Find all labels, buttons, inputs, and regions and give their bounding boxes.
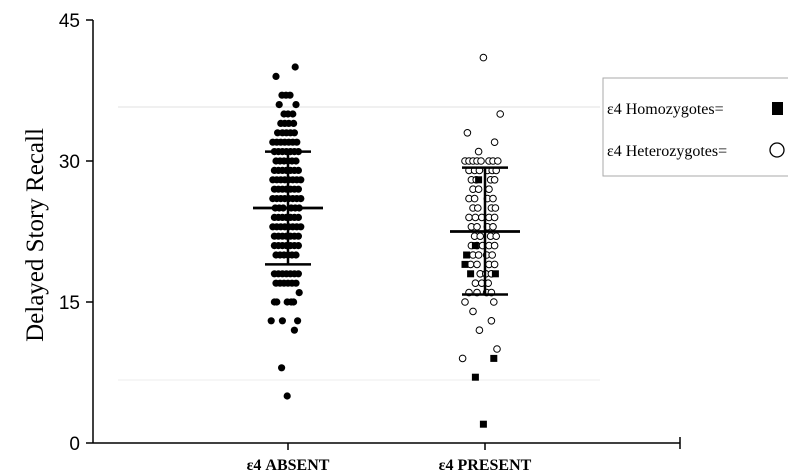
legend: ε4 Homozygotes= ε4 Heterozygotes= (602, 77, 788, 177)
data-point-absent (275, 101, 283, 109)
legend-box (602, 77, 788, 177)
data-point-homozygote (463, 251, 471, 259)
data-point-absent (278, 364, 286, 372)
data-point-heterozygote (490, 213, 499, 222)
data-point-heterozygote (488, 251, 497, 259)
data-point-absent (289, 110, 297, 118)
data-points (267, 53, 505, 428)
data-point-homozygote (475, 176, 483, 184)
data-point-heterozygote (471, 213, 480, 222)
data-point-heterozygote (470, 194, 479, 203)
data-point-heterozygote (474, 185, 483, 193)
data-point-absent (294, 270, 302, 278)
data-point-heterozygote (487, 317, 496, 325)
data-point-heterozygote (490, 260, 499, 269)
data-point-absent (292, 279, 300, 287)
data-point-heterozygote (491, 204, 500, 212)
data-point-absent (297, 195, 305, 203)
x-category-label: ε4 ABSENT (247, 457, 330, 474)
data-point-absent (290, 119, 298, 127)
data-point-absent (272, 72, 280, 80)
data-point-absent (290, 129, 298, 137)
data-point-absent (286, 91, 294, 99)
data-point-absent (294, 317, 302, 325)
data-point-absent (294, 185, 302, 193)
data-point-heterozygote (492, 232, 501, 240)
y-tick-label: 15 (59, 293, 80, 314)
data-point-heterozygote (485, 185, 493, 193)
data-point-absent (283, 392, 291, 400)
data-point-absent (278, 317, 286, 325)
data-point-absent (273, 298, 281, 306)
data-point-absent (292, 101, 300, 109)
data-point-homozygote (490, 354, 498, 362)
faint-background-lines (118, 106, 600, 381)
data-point-heterozygote (474, 147, 483, 156)
data-point-heterozygote (474, 251, 483, 259)
legend-marker-open-circle (769, 142, 785, 158)
y-tick-label: 45 (59, 11, 80, 32)
data-point-absent (294, 166, 302, 174)
y-axis-title: Delayed Story Recall (22, 128, 49, 342)
data-point-heterozygote (489, 194, 497, 203)
legend-label-homozygotes: ε4 Homozygotes= (607, 101, 724, 118)
data-point-heterozygote (490, 138, 499, 146)
data-point-absent (294, 213, 302, 221)
data-point-heterozygote (479, 53, 488, 62)
data-point-absent (290, 326, 298, 334)
data-point-homozygote (479, 420, 487, 428)
data-point-heterozygote (490, 298, 498, 306)
data-point-heterozygote (465, 213, 473, 222)
data-point-heterozygote (496, 110, 505, 118)
legend-marker-filled-square (772, 102, 783, 115)
data-point-homozygote (461, 260, 469, 268)
data-point-absent (292, 157, 300, 165)
data-point-absent (293, 138, 301, 146)
data-point-heterozygote (493, 345, 501, 353)
data-point-heterozygote (458, 354, 467, 363)
error-bars (253, 150, 520, 296)
data-point-absent (294, 232, 302, 240)
data-point-homozygote (467, 270, 475, 278)
data-point-heterozygote (471, 279, 480, 288)
data-point-heterozygote (463, 129, 472, 137)
data-point-homozygote (471, 373, 479, 381)
data-point-absent (295, 289, 303, 297)
data-point-absent (297, 223, 305, 231)
data-point-heterozygote (494, 157, 502, 165)
y-tick-label: 0 (69, 434, 80, 455)
legend-label-heterozygotes: ε4 Heterozygotes= (607, 143, 727, 160)
y-tick-label: 30 (59, 152, 80, 173)
y-axis: 45 30 15 0 (59, 11, 94, 455)
data-point-heterozygote (469, 307, 477, 316)
data-point-absent (267, 317, 275, 325)
data-point-heterozygote (461, 298, 469, 306)
data-point-absent (291, 63, 299, 71)
data-point-absent (290, 298, 298, 306)
x-category-label: ε4 PRESENT (439, 457, 532, 474)
data-point-heterozygote (476, 232, 485, 240)
data-point-absent (294, 242, 302, 250)
data-point-heterozygote (490, 241, 499, 250)
data-point-absent (292, 251, 300, 259)
data-point-heterozygote (473, 260, 481, 269)
data-point-homozygote (471, 242, 479, 250)
data-point-heterozygote (473, 223, 481, 231)
data-point-homozygote (491, 270, 499, 278)
data-point-heterozygote (477, 157, 485, 165)
data-point-heterozygote (490, 176, 499, 184)
data-point-absent (297, 176, 305, 184)
data-point-heterozygote (475, 326, 484, 335)
data-point-heterozygote (474, 204, 482, 212)
x-axis: ε4 ABSENT ε4 PRESENT (93, 437, 681, 474)
data-point-heterozygote (489, 223, 497, 231)
